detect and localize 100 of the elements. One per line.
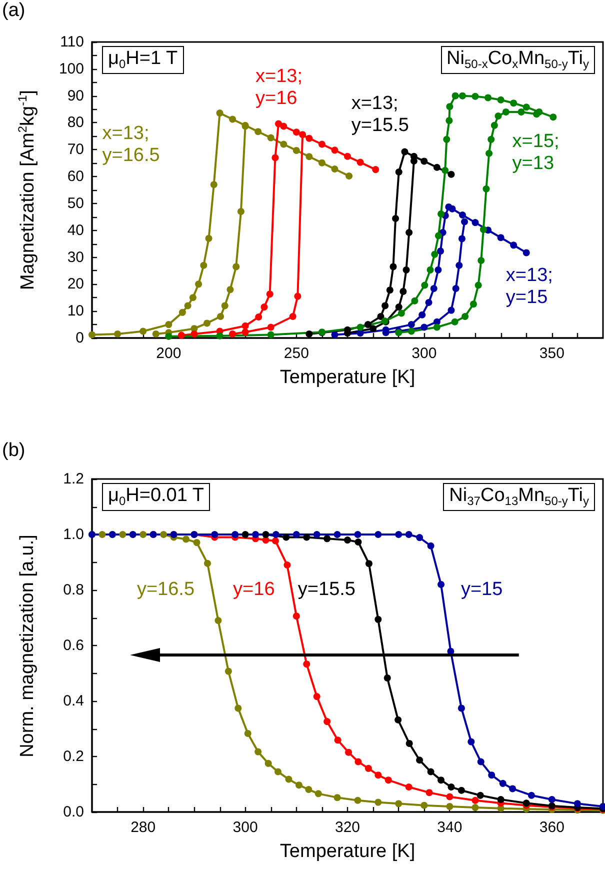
y-tick-label: 1.0	[63, 526, 84, 543]
point	[264, 760, 272, 767]
x-tick-label: 250	[284, 345, 309, 362]
series-label: x=15; y=13	[512, 130, 560, 174]
point	[406, 229, 413, 236]
point	[394, 716, 402, 724]
point	[458, 235, 466, 242]
point	[395, 168, 402, 176]
point	[267, 324, 274, 331]
point	[374, 798, 382, 806]
point	[408, 328, 415, 335]
point	[384, 674, 391, 682]
point	[446, 802, 454, 810]
point	[255, 314, 262, 321]
point	[285, 776, 292, 783]
point	[354, 758, 362, 766]
point	[272, 154, 279, 162]
point	[217, 312, 224, 320]
point	[313, 531, 320, 538]
point	[242, 322, 249, 330]
y-tick-label: 1.2	[63, 470, 84, 488]
point	[488, 136, 495, 143]
point	[211, 531, 218, 538]
point	[226, 286, 234, 294]
point	[237, 208, 244, 216]
point	[214, 617, 222, 624]
point	[372, 166, 380, 174]
point	[280, 122, 288, 130]
series-label: x=13; y=16	[256, 66, 303, 110]
series-label: y=16	[233, 578, 275, 601]
series-label: y=15.5	[298, 578, 356, 601]
point	[400, 288, 407, 295]
point	[395, 304, 402, 311]
point	[266, 290, 274, 298]
point	[438, 210, 445, 218]
point	[405, 784, 412, 791]
point	[392, 215, 400, 222]
series-label: x=13; y=15	[506, 265, 553, 310]
point	[189, 294, 196, 302]
point	[458, 786, 465, 794]
text: x=13; y=16.5	[102, 122, 160, 166]
point	[205, 234, 212, 242]
point	[497, 234, 504, 242]
point	[458, 212, 466, 219]
point	[354, 531, 362, 538]
point	[451, 318, 458, 326]
point	[334, 736, 342, 744]
series-label: y=15	[460, 578, 503, 601]
point	[421, 282, 428, 289]
point	[324, 535, 331, 542]
point	[510, 242, 518, 249]
point	[488, 772, 496, 779]
annotation: Ni$_{50-x}$Co$_{x}$Mn$_{50-y}$Ti$_{y}$	[440, 46, 595, 74]
point	[364, 321, 372, 328]
point	[402, 266, 410, 274]
point	[427, 542, 434, 550]
point	[331, 166, 338, 173]
point	[509, 785, 516, 792]
point	[480, 226, 487, 234]
point	[446, 103, 454, 110]
point	[203, 320, 210, 327]
point	[472, 219, 479, 226]
point	[502, 108, 510, 116]
point	[448, 784, 455, 791]
y-axis-title: Norm. magnetization [a.u.]	[17, 534, 39, 757]
y-tick-label: 10	[67, 302, 84, 320]
x-tick-label: 360	[539, 819, 564, 836]
point	[437, 248, 444, 255]
point	[374, 772, 382, 779]
x-tick-label: 280	[130, 819, 156, 836]
point	[431, 250, 438, 258]
point	[497, 96, 504, 104]
point	[386, 286, 394, 294]
point	[550, 114, 557, 121]
point	[344, 152, 351, 160]
x-tick-label: 320	[334, 819, 360, 836]
y-tick-label: 40	[67, 222, 84, 239]
y-tick-label: 0	[76, 330, 84, 346]
point	[474, 282, 482, 289]
point	[165, 321, 172, 328]
point	[384, 776, 392, 784]
point	[418, 311, 426, 318]
y-tick-label: 0.2	[63, 748, 84, 765]
point	[354, 796, 362, 804]
point	[427, 768, 434, 776]
text: (b)	[2, 440, 26, 462]
point	[334, 531, 341, 538]
point	[306, 153, 313, 160]
point	[299, 131, 306, 138]
series-label: y=16.5	[136, 578, 195, 601]
point	[478, 257, 485, 264]
point	[313, 693, 320, 700]
point	[356, 330, 364, 337]
point	[434, 232, 442, 240]
y-tick-label: 20	[67, 276, 84, 293]
point	[408, 321, 415, 328]
point	[289, 312, 296, 320]
point	[184, 302, 192, 310]
point	[334, 794, 341, 802]
point	[484, 94, 492, 102]
